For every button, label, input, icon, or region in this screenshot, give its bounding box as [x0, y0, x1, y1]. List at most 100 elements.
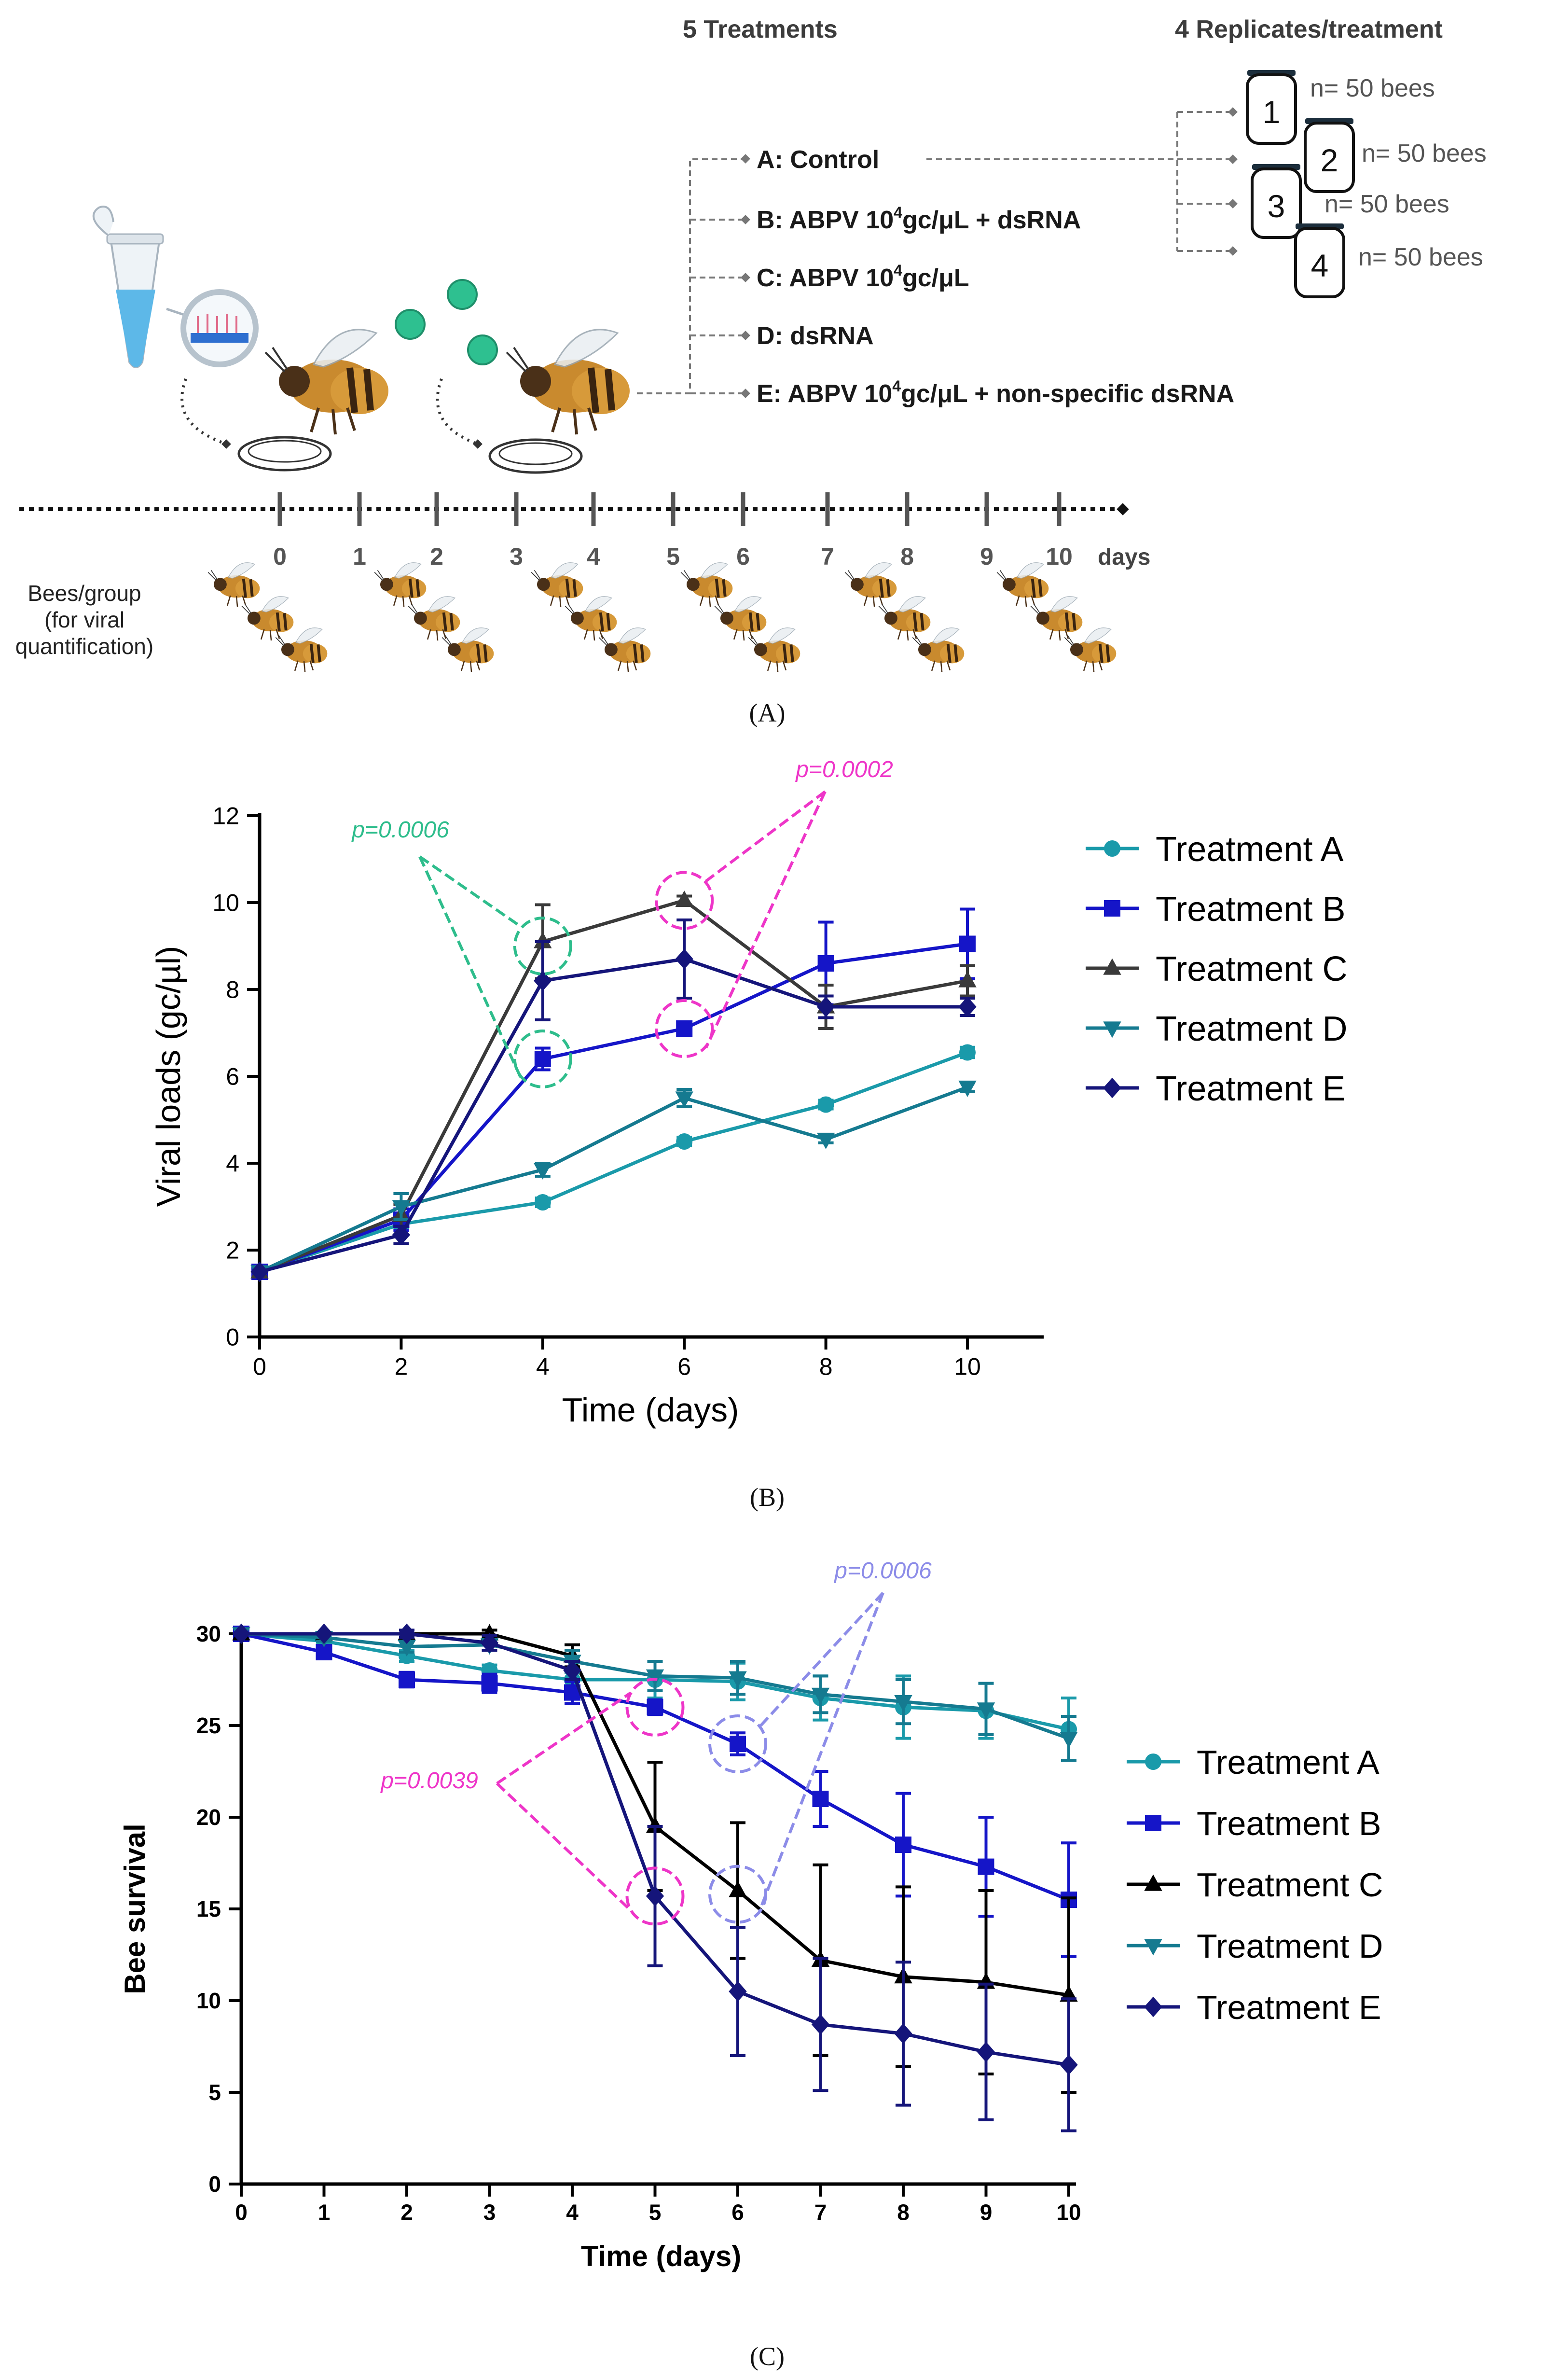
- replicate-number-2: 2: [1321, 142, 1338, 178]
- survival-plot: 0 5 10 15 20 25 30 0 1 2 3 4 5 6 7 8 9 10 Time (days) Bee s…: [119, 1558, 1383, 2371]
- data-point-diamond: [811, 2014, 830, 2035]
- y-tick-label: 12: [212, 803, 239, 830]
- panel-label: (C): [750, 2342, 785, 2371]
- small-bee-icon: [1031, 597, 1082, 640]
- bee-illustration-2: [507, 330, 630, 434]
- sampling-bee-group: [997, 563, 1116, 672]
- bees-group-label: Bees/group (for viral quantification): [15, 581, 153, 659]
- highlight-circle: [625, 1678, 685, 1737]
- data-point-triangle-up: [1144, 1874, 1162, 1891]
- y-tick-label: 30: [196, 1621, 221, 1646]
- x-tick-label: 2: [400, 2199, 413, 2225]
- small-bee-icon: [276, 628, 327, 672]
- p-value-annotation: p=0.0006: [351, 817, 572, 1088]
- x-tick-label: 8: [819, 1353, 833, 1380]
- highlight-circle: [513, 1030, 572, 1088]
- highlight-circle: [625, 1866, 685, 1926]
- data-point-triangle-down: [398, 1640, 416, 1656]
- replicate-number-1: 1: [1263, 94, 1281, 130]
- data-point-square: [730, 1736, 746, 1752]
- series-treatment-e: Treatment E: [232, 1623, 1381, 2132]
- x-axis-title: Time (days): [581, 2240, 741, 2272]
- viral-load-plot: 0 2 4 6 8 10 12 0 2 4 6 8 10 Time (days) Viral loads (…: [150, 757, 1347, 1512]
- legend-label: Treatment D: [1156, 1010, 1347, 1048]
- data-point-triangle-down: [392, 1200, 411, 1217]
- data-point-diamond: [1103, 1077, 1121, 1099]
- data-point-diamond: [729, 1981, 747, 2002]
- x-tick-label: 10: [1056, 2199, 1081, 2225]
- feeder-dish-2-inner: [498, 442, 573, 465]
- replicate-count-3: n= 50 bees: [1324, 190, 1449, 218]
- x-tick-label: 0: [235, 2199, 248, 2225]
- x-tick-label: 0: [253, 1353, 266, 1380]
- data-point-circle: [534, 1194, 551, 1211]
- timeline-day-label: 0: [273, 543, 287, 570]
- y-tick-label: 20: [196, 1805, 221, 1830]
- series-line: [259, 957, 967, 1274]
- annotation-leader: [496, 1691, 632, 1785]
- small-bee-icon: [208, 563, 260, 607]
- replicates-header: 4 Replicates/treatment: [1175, 15, 1443, 43]
- x-tick-label: 7: [814, 2199, 827, 2225]
- data-point-triangle-down: [1144, 1939, 1162, 1956]
- panel-c-survival-chart: 0 5 10 15 20 25 30 0 1 2 3 4 5 6 7 8 9 10 Time (days) Bee s…: [119, 1558, 1383, 2371]
- replicate-jar-1: 1 n= 50 bees: [1246, 70, 1435, 145]
- data-point-triangle-down: [729, 1671, 747, 1688]
- legend-label: Treatment D: [1197, 1927, 1383, 1965]
- data-point-diamond: [563, 1660, 581, 1681]
- feeding-arrow-1-head: [221, 439, 231, 449]
- data-point-diamond: [958, 996, 977, 1017]
- annotation-leader: [705, 790, 826, 882]
- highlight-circle: [655, 871, 714, 930]
- timeline-ticks: 0 1 2 3 4 5 6 7 8 9 10: [273, 492, 1073, 570]
- panel-a-label: (A): [749, 698, 786, 727]
- replicate-jar-3: 3 n= 50 bees: [1251, 164, 1449, 239]
- data-point-triangle-down: [894, 1695, 912, 1712]
- timeline-day-label: 9: [980, 543, 993, 570]
- data-point-square: [676, 1020, 693, 1037]
- data-point-triangle-down: [646, 1669, 664, 1686]
- data-point-triangle-up: [958, 971, 977, 988]
- small-bee-icon: [442, 628, 494, 672]
- data-point-triangle-up: [729, 1880, 747, 1897]
- data-point-square: [959, 935, 976, 952]
- series-line: [259, 942, 968, 1274]
- data-point-square: [1104, 900, 1120, 917]
- annotation-leader: [704, 791, 827, 1049]
- timeline-day-label: 1: [353, 543, 366, 570]
- data-point-square: [534, 1051, 551, 1067]
- replicate-count-2: n= 50 bees: [1362, 139, 1487, 167]
- y-tick-label: 5: [208, 2080, 221, 2105]
- data-point-square: [647, 1699, 663, 1715]
- data-point-diamond: [398, 1623, 416, 1644]
- legend-label: Treatment B: [1197, 1805, 1381, 1842]
- annotation-leader: [418, 856, 523, 1079]
- replicate-count-1: n= 50 bees: [1310, 74, 1435, 102]
- data-point-diamond: [675, 948, 693, 970]
- y-tick-label: 15: [196, 1896, 221, 1921]
- feeder-dish-1: [237, 436, 332, 472]
- highlight-circle: [708, 1714, 767, 1773]
- annotation-leader: [496, 1782, 632, 1912]
- svg-text:(for viral: (for viral: [44, 607, 124, 632]
- data-point-diamond: [250, 1261, 269, 1282]
- feeding-arrow-2-head: [473, 439, 483, 449]
- data-point-square: [817, 955, 834, 972]
- y-axis-title: Bee survival: [119, 1823, 151, 1994]
- x-tick-label: 9: [980, 2199, 993, 2225]
- x-tick-label: 4: [536, 1353, 550, 1380]
- annotation-leader: [419, 855, 522, 928]
- bee-illustration-1: [265, 330, 388, 434]
- replicate-number-3: 3: [1268, 188, 1285, 224]
- data-point-diamond: [646, 1886, 664, 1907]
- x-axis-title: Time (days): [562, 1391, 739, 1429]
- sampling-bee-group: [531, 563, 650, 672]
- data-point-triangle-down: [958, 1080, 977, 1097]
- series-line: [259, 1051, 968, 1274]
- x-tick-label: 5: [649, 2199, 662, 2225]
- x-tick-label: 3: [483, 2199, 496, 2225]
- series-treatment-d: Treatment D: [250, 1010, 1347, 1282]
- highlight-circle: [655, 999, 714, 1058]
- legend-label: Treatment B: [1156, 890, 1345, 929]
- highlight-circle: [708, 1865, 767, 1924]
